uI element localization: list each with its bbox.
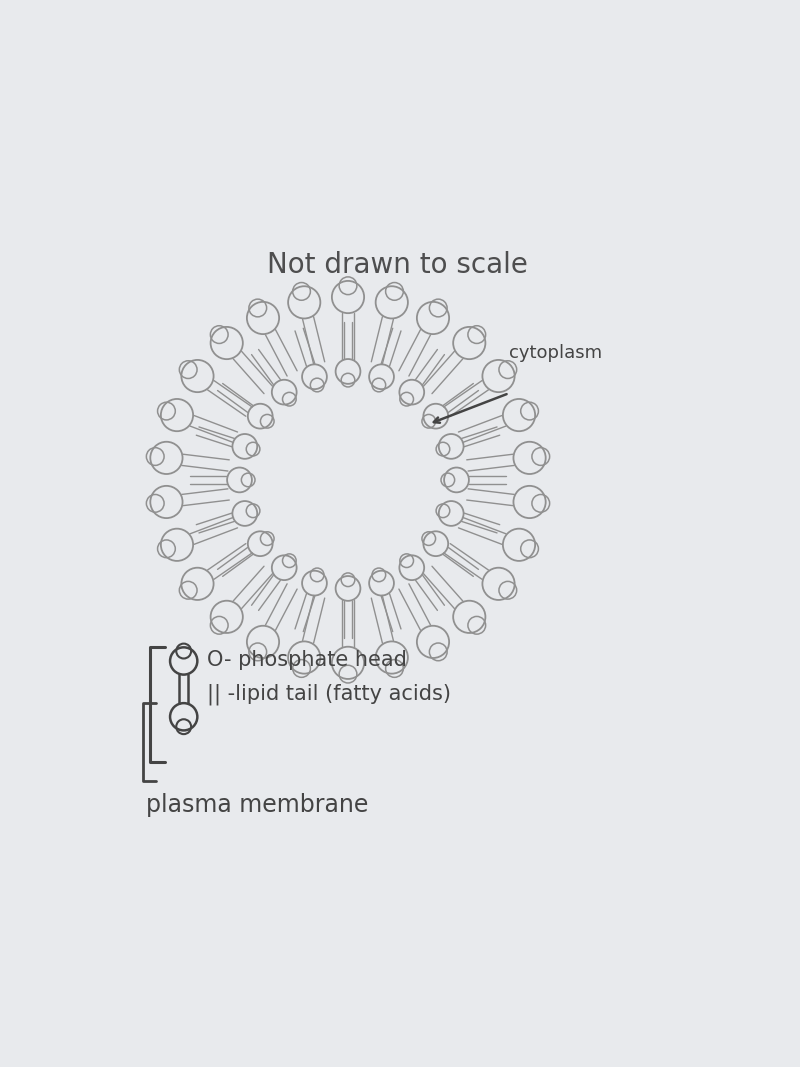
Text: O- phosphate head: O- phosphate head xyxy=(207,650,407,670)
Text: plasma membrane: plasma membrane xyxy=(146,793,369,817)
Text: Not drawn to scale: Not drawn to scale xyxy=(267,251,528,278)
Text: cytoplasm: cytoplasm xyxy=(510,345,602,362)
Text: || -lipid tail (fatty acids): || -lipid tail (fatty acids) xyxy=(207,683,451,704)
